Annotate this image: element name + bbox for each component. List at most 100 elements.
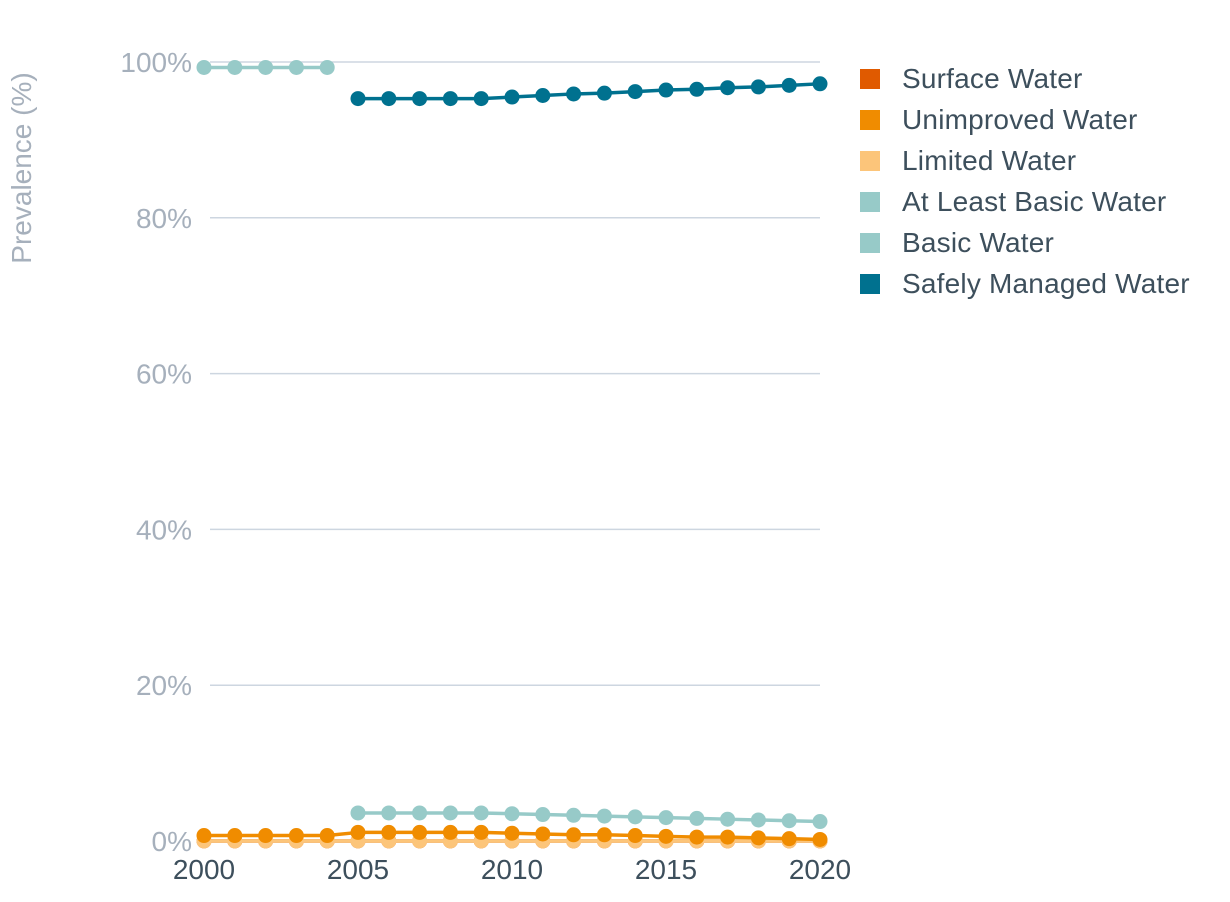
- y-tick-label: 0%: [152, 826, 192, 857]
- series-unimproved-water: [196, 824, 828, 847]
- legend-item[interactable]: At Least Basic Water: [860, 181, 1190, 222]
- y-axis-label: Prevalence (%): [6, 72, 37, 263]
- data-point: [504, 89, 520, 105]
- data-point: [412, 91, 428, 107]
- legend-swatch: [860, 68, 880, 89]
- legend-label: Surface Water: [902, 62, 1083, 94]
- data-point: [658, 82, 674, 98]
- data-point: [227, 59, 243, 75]
- data-point: [781, 813, 797, 829]
- data-point: [442, 805, 458, 821]
- data-point: [473, 824, 489, 840]
- data-point: [319, 828, 335, 844]
- data-point: [442, 91, 458, 107]
- x-tick-label: 2000: [173, 854, 235, 885]
- data-point: [689, 81, 705, 97]
- data-point: [781, 77, 797, 93]
- data-point: [658, 828, 674, 844]
- data-point: [258, 828, 274, 844]
- data-point: [689, 829, 705, 845]
- x-tick-labels: 2000 2005 2010 2015 2020: [173, 854, 851, 885]
- data-point: [812, 831, 828, 847]
- legend-item[interactable]: Unimproved Water: [860, 99, 1190, 140]
- data-point: [381, 91, 397, 107]
- legend-swatch: [860, 150, 880, 171]
- data-point: [258, 59, 274, 75]
- data-point: [227, 828, 243, 844]
- data-point: [196, 59, 212, 75]
- data-point: [658, 810, 674, 826]
- legend-label: Basic Water: [902, 226, 1055, 258]
- data-point: [504, 825, 520, 841]
- data-point: [442, 824, 458, 840]
- legend: Surface Water Unimproved Water Limited Wat…: [860, 58, 1190, 304]
- data-point: [473, 805, 489, 821]
- data-point: [535, 826, 551, 842]
- legend-item[interactable]: Basic Water: [860, 222, 1190, 263]
- data-point: [689, 810, 705, 826]
- series-group: [196, 59, 828, 849]
- legend-label: At Least Basic Water: [902, 185, 1167, 217]
- legend-item[interactable]: Limited Water: [860, 140, 1190, 181]
- x-tick-label: 2015: [635, 854, 697, 885]
- x-tick-label: 2020: [789, 854, 851, 885]
- data-point: [504, 806, 520, 822]
- data-point: [750, 830, 766, 846]
- data-point: [473, 91, 489, 107]
- legend-label: Limited Water: [902, 144, 1077, 176]
- data-point: [596, 827, 612, 843]
- x-tick-label: 2005: [327, 854, 389, 885]
- data-point: [381, 805, 397, 821]
- legend-swatch: [860, 273, 880, 294]
- y-tick-labels: 0% 20% 40% 60% 80% 100%: [120, 47, 192, 857]
- series-basic-water: [350, 805, 828, 830]
- y-tick-label: 100%: [120, 47, 192, 78]
- data-point: [566, 807, 582, 823]
- data-point: [196, 828, 212, 844]
- legend-label: Safely Managed Water: [902, 267, 1190, 299]
- data-point: [566, 827, 582, 843]
- data-point: [812, 76, 828, 92]
- data-point: [350, 91, 366, 107]
- legend-item[interactable]: Safely Managed Water: [860, 263, 1190, 304]
- legend-swatch: [860, 232, 880, 253]
- data-point: [812, 814, 828, 830]
- data-point: [288, 59, 304, 75]
- data-point: [781, 831, 797, 847]
- grid-lines: [210, 61, 820, 686]
- y-tick-label: 40%: [136, 514, 192, 545]
- y-tick-label: 60%: [136, 359, 192, 390]
- data-point: [596, 808, 612, 824]
- data-point: [412, 824, 428, 840]
- y-tick-label: 20%: [136, 670, 192, 701]
- data-point: [627, 84, 643, 100]
- series-at-least-basic-water: [196, 59, 335, 75]
- data-point: [750, 812, 766, 828]
- data-point: [720, 829, 736, 845]
- series-safely-managed-water: [350, 76, 828, 107]
- data-point: [319, 59, 335, 75]
- series-line: [358, 811, 821, 824]
- data-point: [596, 85, 612, 101]
- legend-item[interactable]: Surface Water: [860, 58, 1190, 99]
- data-point: [535, 807, 551, 823]
- data-point: [288, 828, 304, 844]
- data-point: [627, 828, 643, 844]
- data-point: [350, 805, 366, 821]
- data-point: [381, 824, 397, 840]
- y-tick-label: 80%: [136, 203, 192, 234]
- legend-label: Unimproved Water: [902, 103, 1138, 135]
- data-point: [627, 809, 643, 825]
- data-point: [720, 80, 736, 96]
- data-point: [566, 86, 582, 102]
- x-tick-label: 2010: [481, 854, 543, 885]
- data-point: [412, 805, 428, 821]
- data-point: [350, 824, 366, 840]
- data-point: [750, 79, 766, 95]
- data-point: [535, 87, 551, 103]
- legend-swatch: [860, 109, 880, 130]
- data-point: [720, 811, 736, 827]
- legend-swatch: [860, 191, 880, 212]
- series-line: [358, 82, 821, 101]
